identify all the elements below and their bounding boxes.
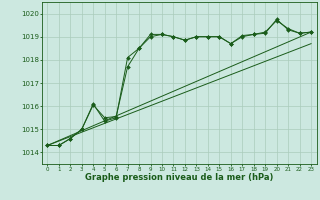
X-axis label: Graphe pression niveau de la mer (hPa): Graphe pression niveau de la mer (hPa) — [85, 173, 273, 182]
